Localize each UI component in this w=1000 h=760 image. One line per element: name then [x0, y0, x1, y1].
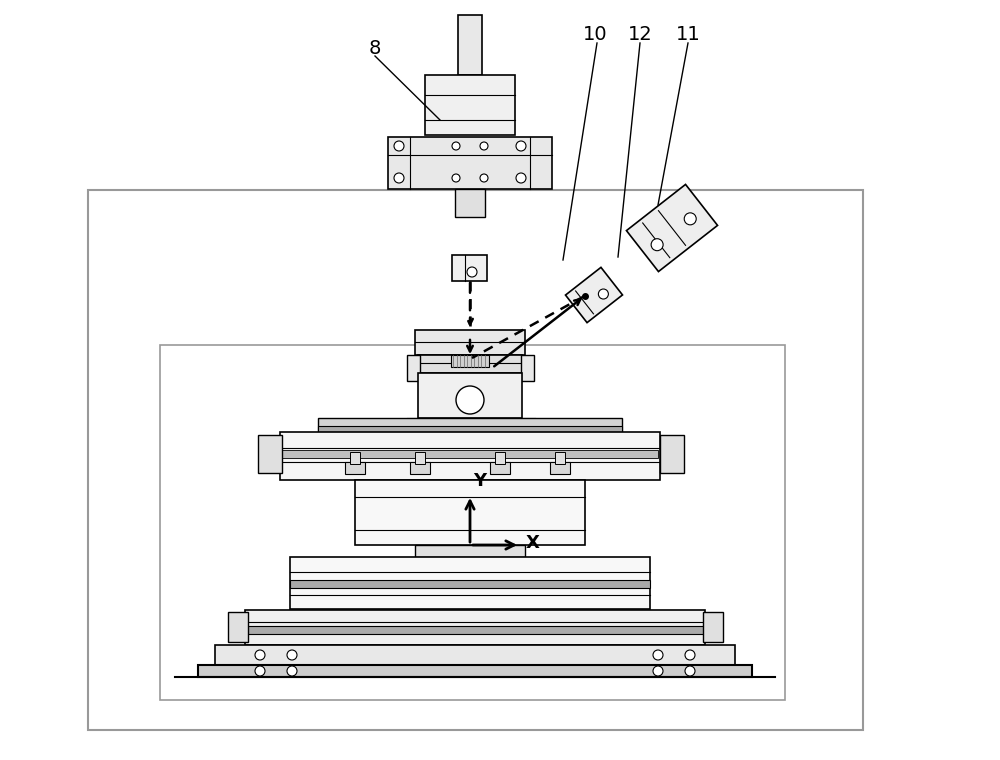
Bar [282, 450, 658, 458]
Bar [521, 355, 534, 381]
Bar [318, 426, 622, 432]
Bar [452, 255, 487, 281]
Bar [160, 345, 785, 700]
Circle shape [287, 666, 297, 676]
Bar [318, 418, 622, 432]
Bar [418, 373, 522, 418]
Text: Y: Y [473, 472, 486, 490]
Circle shape [480, 174, 488, 182]
Bar [410, 462, 430, 474]
Circle shape [598, 289, 608, 299]
Text: 8: 8 [369, 39, 381, 58]
Circle shape [685, 666, 695, 676]
Bar [415, 330, 525, 355]
Bar [418, 355, 522, 373]
Circle shape [287, 650, 297, 660]
Circle shape [467, 267, 477, 277]
Bar [245, 610, 705, 645]
Bar [550, 462, 570, 474]
Circle shape [394, 173, 404, 183]
Bar [451, 355, 489, 367]
Bar [228, 612, 248, 642]
Circle shape [255, 666, 265, 676]
Text: 10: 10 [583, 26, 607, 45]
Bar [345, 462, 365, 474]
Bar [258, 435, 282, 473]
Circle shape [480, 142, 488, 150]
Polygon shape [626, 185, 718, 271]
Circle shape [653, 666, 663, 676]
Circle shape [452, 174, 460, 182]
Polygon shape [565, 268, 623, 323]
Circle shape [452, 142, 460, 150]
Bar [290, 557, 650, 609]
Circle shape [516, 173, 526, 183]
Bar [245, 626, 705, 634]
Bar [290, 580, 650, 588]
Bar [555, 452, 565, 464]
Bar [455, 189, 485, 217]
Bar [703, 612, 723, 642]
Bar [407, 355, 420, 381]
Bar [355, 480, 585, 545]
Text: X: X [526, 534, 540, 552]
Text: 11: 11 [676, 26, 700, 45]
Bar [415, 545, 525, 557]
Bar [388, 137, 552, 189]
Circle shape [684, 213, 696, 225]
Bar [280, 432, 660, 480]
Bar [490, 462, 510, 474]
Bar [660, 435, 684, 473]
Circle shape [255, 650, 265, 660]
Bar [495, 452, 505, 464]
Bar [415, 452, 425, 464]
Bar [88, 190, 863, 730]
Circle shape [685, 650, 695, 660]
Circle shape [394, 141, 404, 151]
Bar [198, 665, 752, 677]
Circle shape [516, 141, 526, 151]
Circle shape [456, 386, 484, 414]
Bar [458, 15, 482, 75]
Bar [425, 75, 515, 135]
Text: 12: 12 [628, 26, 652, 45]
Circle shape [651, 239, 663, 251]
Bar [350, 452, 360, 464]
Circle shape [653, 650, 663, 660]
Bar [215, 645, 735, 665]
